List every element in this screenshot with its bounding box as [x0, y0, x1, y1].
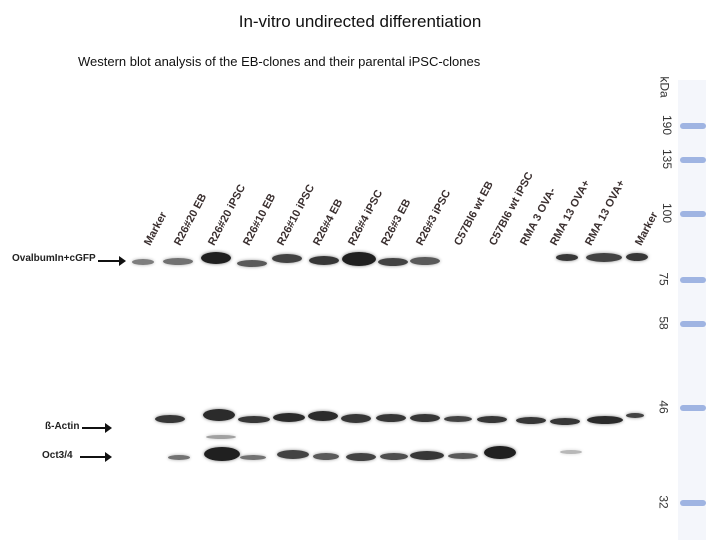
kda-unit-label: kDa [657, 76, 672, 98]
row-label-actin: ß-Actin [45, 421, 80, 432]
lane-label: R26#3 iPSC [414, 188, 454, 248]
protein-ladder [678, 80, 706, 540]
faint-band [206, 435, 236, 439]
ovalbumin-band [272, 254, 302, 263]
arrow-ovalbumin [98, 256, 126, 266]
oct-band [380, 453, 408, 460]
ladder-marker-label: 32 [656, 495, 671, 509]
arrow-oct [80, 452, 112, 462]
oct-band [560, 450, 582, 454]
actin-band [550, 418, 580, 425]
actin-band [444, 416, 472, 422]
ladder-band [680, 321, 706, 327]
ladder-band [680, 211, 706, 217]
oct-band [313, 453, 339, 460]
ovalbumin-band [556, 254, 578, 261]
ladder-band [680, 277, 706, 283]
oct-band [240, 455, 266, 460]
ovalbumin-band [201, 252, 231, 264]
ladder-marker-label: 46 [656, 400, 671, 414]
ladder-marker-label: 100 [660, 202, 675, 224]
actin-band [626, 413, 644, 418]
ovalbumin-band [378, 258, 408, 266]
ovalbumin-band [132, 259, 154, 265]
page-title: In-vitro undirected differentiation [238, 12, 482, 31]
lane-label: R26#20 EB [172, 191, 210, 248]
actin-band [155, 415, 185, 423]
actin-band [410, 414, 440, 422]
row-label-ovalbumin: OvalbumIn+cGFP [12, 253, 96, 264]
ovalbumin-band [410, 257, 440, 265]
oct-band [448, 453, 478, 459]
ovalbumin-band [237, 260, 267, 267]
oct-band [346, 453, 376, 461]
lane-label: R26#3 EB [379, 197, 414, 248]
actin-band [376, 414, 406, 422]
lane-label: R26#10 EB [241, 191, 279, 248]
ladder-band [680, 157, 706, 163]
page-subtitle: Western blot analysis of the EB-clones a… [78, 54, 481, 69]
ovalbumin-band [626, 253, 648, 261]
ladder-band [680, 405, 706, 411]
row-label-oct: Oct3/4 [42, 450, 73, 461]
ladder-marker-label: 135 [660, 148, 675, 170]
ladder-marker-label: 190 [660, 114, 675, 136]
ovalbumin-band [163, 258, 193, 265]
actin-band [341, 414, 371, 423]
lane-label: Marker [633, 210, 661, 248]
actin-band [516, 417, 546, 424]
oct-band [410, 451, 444, 460]
ovalbumin-band [309, 256, 339, 265]
actin-band [273, 413, 305, 422]
ovalbumin-band [342, 252, 376, 266]
ladder-band [680, 123, 706, 129]
ovalbumin-band [586, 253, 622, 262]
lane-label: Marker [142, 210, 170, 248]
actin-band [308, 411, 338, 421]
actin-band [477, 416, 507, 423]
oct-band [168, 455, 190, 460]
actin-band [203, 409, 235, 421]
lane-label: R26#4 EB [311, 197, 346, 248]
arrow-actin [82, 423, 112, 433]
oct-band [277, 450, 309, 459]
actin-band [587, 416, 623, 424]
lane-label: R26#10 iPSC [275, 182, 318, 248]
oct-band [484, 446, 516, 459]
actin-band [238, 416, 270, 423]
ladder-marker-label: 75 [656, 272, 671, 286]
ladder-band [680, 500, 706, 506]
oct-band [204, 447, 240, 461]
ladder-marker-label: 58 [656, 316, 671, 330]
